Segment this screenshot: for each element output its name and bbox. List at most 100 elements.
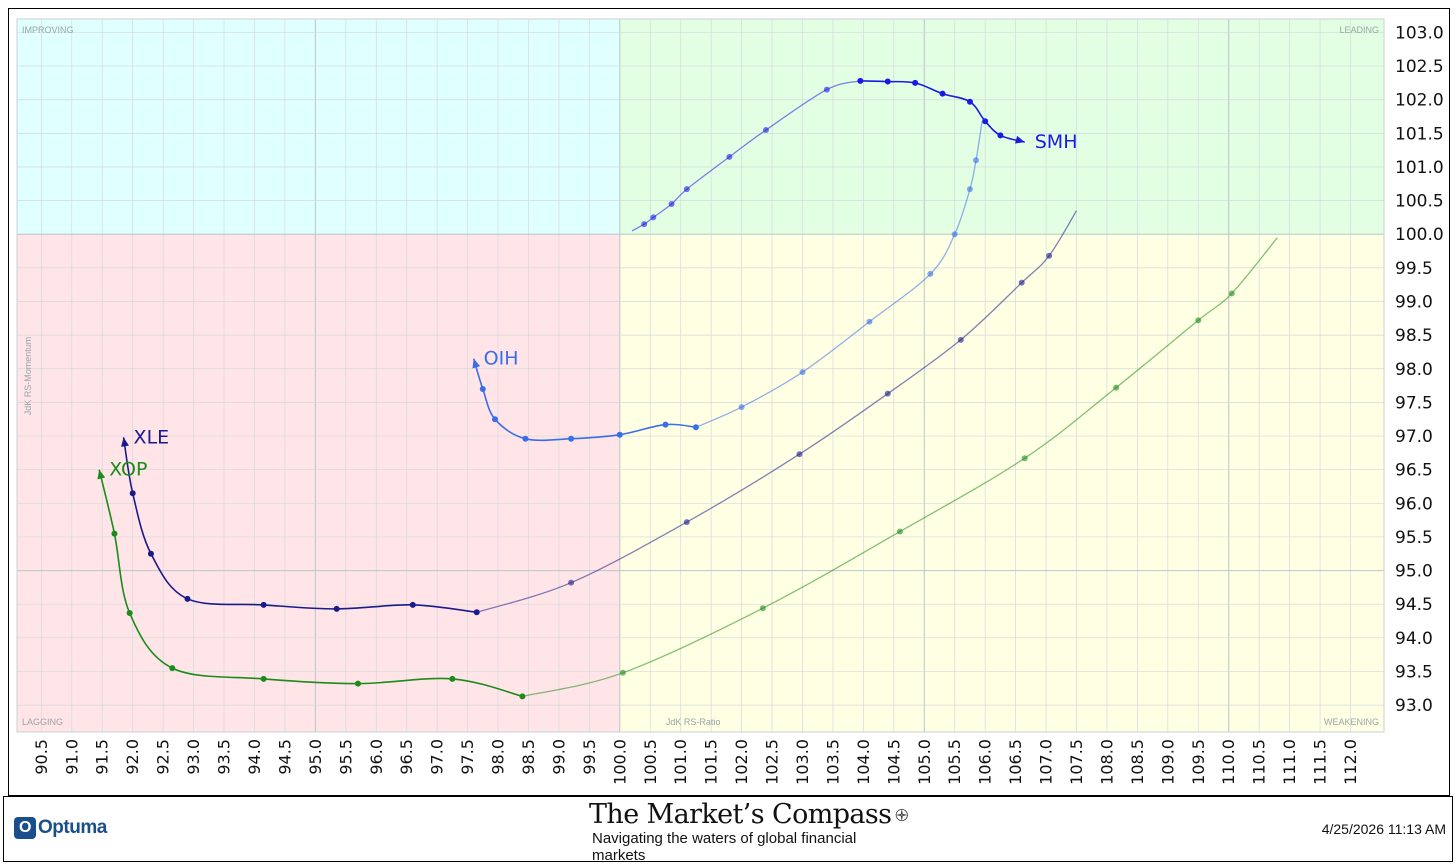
y-tick-label: 96.0 [1395, 494, 1433, 514]
xop-point [619, 669, 626, 676]
y-tick-label: 102.0 [1395, 91, 1444, 111]
x-tick-label: 109.5 [1189, 739, 1208, 785]
xle-tail-old [476, 210, 1078, 613]
x-tick-label: 103.5 [823, 739, 842, 785]
x-tick-label: 107.0 [1037, 739, 1056, 785]
xop-point [1021, 455, 1028, 462]
quadrant-label-leading: LEADING [1339, 25, 1379, 35]
xle-point [473, 609, 480, 616]
xop-point [1228, 290, 1235, 297]
series-smh: SMH [631, 77, 1078, 232]
x-tick-label: 91.0 [62, 739, 81, 775]
xop-point [260, 675, 267, 682]
x-tick-label: 96.0 [367, 739, 386, 775]
oih-point [479, 385, 486, 392]
x-tick-label: 97.5 [458, 739, 477, 775]
oih-point [951, 231, 958, 238]
xop-tail-old [522, 237, 1278, 697]
xop-point [1113, 384, 1120, 391]
x-tick-label: 102.5 [763, 739, 782, 785]
x-tick-label: 108.0 [1097, 739, 1116, 785]
xop-label: XOP [109, 459, 147, 481]
y-tick-label: 99.5 [1395, 259, 1433, 279]
y-tick-label: 103.0 [1395, 23, 1444, 43]
xop-point [896, 528, 903, 535]
smh-label: SMH [1035, 131, 1078, 153]
x-tick-label: 106.0 [976, 739, 995, 785]
quadrant-label-lagging: LAGGING [22, 717, 63, 727]
series-xop: XOP [97, 237, 1278, 700]
x-tick-label: 108.5 [1128, 739, 1147, 785]
x-tick-label: 101.0 [671, 739, 690, 785]
y-tick-label: 96.5 [1395, 461, 1433, 481]
rrg-chart: IMPROVING LEADING LAGGING WEAKENING JdK RS-… [16, 18, 1444, 785]
oih-point [662, 421, 669, 428]
x-tick-label: 98.5 [519, 739, 538, 775]
smh-point [966, 98, 973, 105]
y-tick-label: 94.0 [1395, 629, 1433, 649]
y-tick-label: 101.0 [1395, 158, 1444, 178]
quadrant-label-weakening: WEAKENING [1324, 717, 1379, 727]
x-tick-label: 99.5 [580, 739, 599, 775]
x-tick-label: 94.5 [275, 739, 294, 775]
oih-point [927, 270, 934, 277]
x-tick-label: 100.5 [641, 739, 660, 785]
quadrant-leading [619, 19, 1384, 235]
y-tick-label: 99.0 [1395, 293, 1433, 313]
smh-point [823, 86, 830, 93]
xop-point [1195, 317, 1202, 324]
x-tick-label: 105.5 [945, 739, 964, 785]
optuma-logo[interactable]: O Optuma [14, 817, 107, 839]
xle-point [260, 601, 267, 608]
smh-point [641, 221, 648, 228]
y-tick-label: 97.5 [1395, 393, 1433, 413]
y-tick-label: 93.5 [1395, 662, 1433, 682]
y-tick-label: 97.0 [1395, 427, 1433, 447]
y-tick-label: 100.0 [1395, 225, 1444, 245]
oih-point [966, 186, 973, 193]
xop-point [126, 609, 133, 616]
optuma-logo-icon: O [14, 817, 36, 839]
smh-arrow-head [1015, 135, 1025, 144]
smh-point [997, 132, 1004, 139]
xop-point [169, 665, 176, 672]
smh-point [668, 200, 675, 207]
x-tick-label: 98.0 [489, 739, 508, 775]
smh-point [939, 90, 946, 97]
xle-point [568, 579, 575, 586]
xle-point [1018, 279, 1025, 286]
x-tick-label: 92.5 [154, 739, 173, 775]
brand-subtitle: Navigating the waters of global financia… [592, 830, 857, 864]
oih-point [692, 424, 699, 431]
x-tick-label: 99.0 [549, 739, 568, 775]
x-tick-label: 105.0 [915, 739, 934, 785]
x-tick-label: 94.0 [245, 739, 264, 775]
x-tick-label: 110.5 [1250, 739, 1269, 785]
x-tick-label: 102.0 [732, 739, 751, 785]
xle-point [957, 336, 964, 343]
smh-point [912, 79, 919, 86]
chart-frame: IMPROVING LEADING LAGGING WEAKENING JdK RS-… [8, 8, 1450, 796]
x-tick-label: 90.5 [32, 739, 51, 775]
x-tick-label: 112.0 [1341, 739, 1360, 785]
y-tick-label: 101.5 [1395, 124, 1444, 144]
x-tick-label: 95.5 [336, 739, 355, 775]
y-tick-label: 100.5 [1395, 192, 1444, 212]
y-tick-label: 94.5 [1395, 595, 1433, 615]
x-tick-label: 96.5 [397, 739, 416, 775]
x-tick-label: 91.5 [93, 739, 112, 775]
quadrant-improving [17, 19, 620, 235]
footer-bar: O Optuma The Market’s Compass Navigating… [3, 796, 1453, 864]
xle-arrow-head [121, 437, 129, 447]
smh-point [650, 214, 657, 221]
brand-title: The Market’s Compass [589, 799, 909, 830]
x-tick-label: 93.5 [215, 739, 234, 775]
x-tick-label: 92.0 [123, 739, 142, 775]
plot-border [16, 18, 1385, 733]
smh-point [726, 153, 733, 160]
y-tick-label: 98.0 [1395, 360, 1433, 380]
smh-point [683, 186, 690, 193]
smh-point [982, 118, 989, 125]
xop-point [449, 675, 456, 682]
x-tick-label: 97.0 [428, 739, 447, 775]
